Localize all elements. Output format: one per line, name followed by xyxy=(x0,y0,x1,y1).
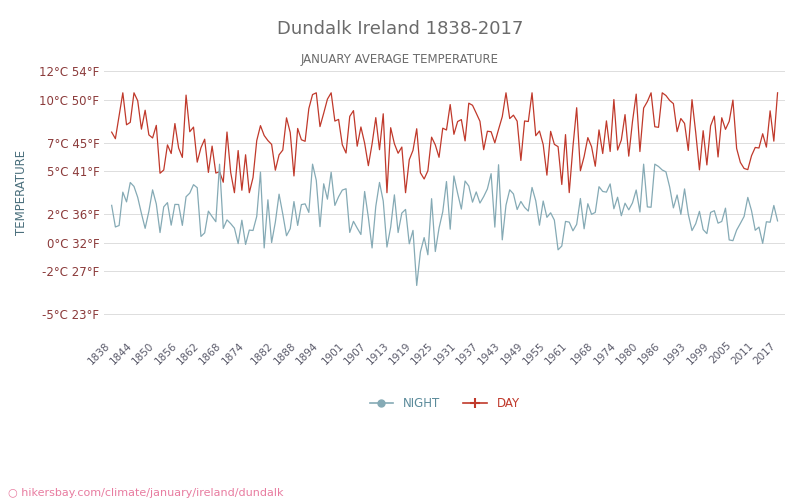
Text: Dundalk Ireland 1838-2017: Dundalk Ireland 1838-2017 xyxy=(277,20,523,38)
Legend: NIGHT, DAY: NIGHT, DAY xyxy=(365,392,524,415)
Text: JANUARY AVERAGE TEMPERATURE: JANUARY AVERAGE TEMPERATURE xyxy=(301,52,499,66)
Y-axis label: TEMPERATURE: TEMPERATURE xyxy=(15,150,28,236)
Text: ○ hikersbay.com/climate/january/ireland/dundalk: ○ hikersbay.com/climate/january/ireland/… xyxy=(8,488,283,498)
